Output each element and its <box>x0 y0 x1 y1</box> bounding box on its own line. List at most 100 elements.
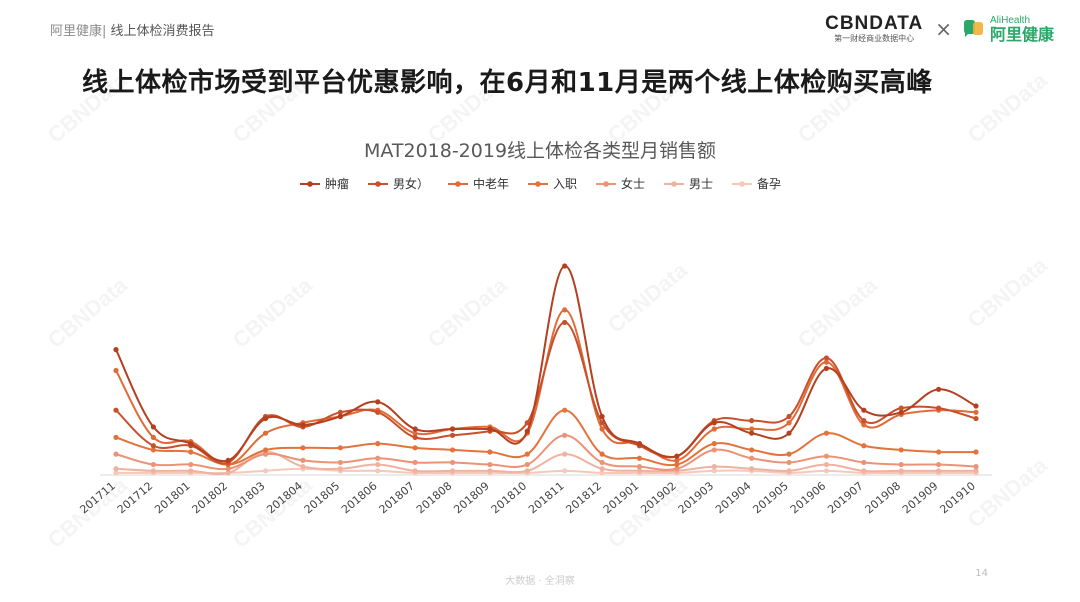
data-point <box>823 430 830 436</box>
data-point <box>300 422 306 428</box>
data-point <box>262 468 269 474</box>
times-icon: × <box>935 17 952 41</box>
data-point <box>188 441 194 447</box>
x-tick-label: 201903 <box>676 479 717 516</box>
data-point <box>300 464 306 470</box>
data-point <box>674 466 680 472</box>
x-tick-label: 201808 <box>414 479 455 516</box>
data-point <box>711 447 717 453</box>
data-point <box>449 426 456 432</box>
chart-title: MAT2018-2019线上体检各类型月销售额 <box>363 140 717 162</box>
x-tick-label: 201910 <box>937 479 978 516</box>
data-point <box>113 367 119 374</box>
data-point <box>113 347 119 353</box>
data-point <box>786 459 792 466</box>
page-number: 14 <box>975 568 988 579</box>
legend-item: 肿瘤 <box>299 175 349 192</box>
x-tick-label: 201812 <box>563 479 604 516</box>
legend-swatch-icon <box>299 180 320 187</box>
data-point <box>823 365 830 372</box>
data-point <box>150 443 156 449</box>
data-point <box>599 470 605 476</box>
x-tick-label: 201906 <box>788 479 829 516</box>
data-point <box>936 449 942 455</box>
data-point <box>412 445 418 451</box>
legend-item: 入职 <box>527 175 577 192</box>
data-point <box>749 447 755 453</box>
data-point <box>936 468 942 474</box>
data-point <box>898 461 904 468</box>
data-point <box>150 461 156 468</box>
data-point <box>188 449 194 455</box>
data-point <box>188 468 194 474</box>
data-point <box>786 420 792 426</box>
data-point <box>711 464 717 470</box>
legend-item: 男女） <box>367 175 429 192</box>
data-point <box>898 409 904 415</box>
alihealth-en-text: AliHealth <box>989 14 1031 26</box>
data-point <box>412 459 418 466</box>
legend-label: 肿瘤 <box>324 177 349 191</box>
data-point <box>898 405 904 411</box>
data-point <box>524 420 530 426</box>
data-point <box>973 468 979 474</box>
legend-label: 男女） <box>392 177 429 191</box>
data-point <box>599 459 605 466</box>
cbndata-logo: CBNDATA 第一财经商业数据中心 <box>825 14 923 44</box>
data-point <box>562 451 568 457</box>
data-point <box>562 407 568 413</box>
data-point <box>113 434 119 440</box>
data-point <box>262 447 269 453</box>
data-point <box>898 447 904 453</box>
x-tick-label: 201909 <box>900 479 941 516</box>
data-point <box>973 415 979 422</box>
data-point <box>524 451 530 457</box>
series-line-5 <box>115 451 976 476</box>
data-point <box>150 447 156 453</box>
chart-legend: 肿瘤 男女） 中老年 入职 女士 男士 备孕 <box>0 175 1080 192</box>
legend-label: 中老年 <box>472 177 509 191</box>
data-point <box>449 468 456 474</box>
data-point <box>113 451 119 457</box>
data-point <box>936 405 942 411</box>
data-point <box>861 422 867 428</box>
data-point <box>412 430 418 436</box>
alihealth-cn-text: 阿里健康 <box>989 24 1054 44</box>
data-point <box>936 386 942 392</box>
data-point <box>412 426 418 432</box>
series-line-4 <box>115 434 977 471</box>
data-point <box>973 464 979 470</box>
data-point <box>113 470 119 476</box>
data-point <box>711 441 717 447</box>
data-point <box>524 428 530 434</box>
data-point <box>711 468 717 474</box>
report-name: 线上体检消费报告 <box>110 24 215 39</box>
page-headline: 线上体检市场受到平台优惠影响，在6月和11月是两个线上体检购买高峰 <box>82 68 933 98</box>
data-point <box>749 466 755 472</box>
x-tick-label: 201904 <box>713 479 754 516</box>
data-point <box>711 420 717 426</box>
legend-swatch-icon <box>664 180 685 187</box>
data-point <box>337 409 343 415</box>
legend-swatch-icon <box>527 180 548 187</box>
data-point <box>487 426 493 432</box>
data-point <box>375 399 381 405</box>
data-point <box>150 434 156 440</box>
data-point <box>449 459 456 466</box>
x-tick-label: 201804 <box>264 479 305 516</box>
alihealth-mark-icon <box>962 19 984 39</box>
data-point <box>636 468 643 474</box>
legend-swatch-icon <box>447 180 468 187</box>
data-point <box>599 466 605 472</box>
data-point <box>449 432 456 438</box>
data-point <box>449 447 456 453</box>
brand-text: 阿里健康 <box>50 24 103 39</box>
data-point <box>524 468 530 474</box>
report-header: 阿里健康| 线上体检消费报告 <box>50 20 215 39</box>
x-tick-label: 201809 <box>451 479 492 516</box>
data-point <box>861 443 867 449</box>
legend-label: 女士 <box>621 177 646 191</box>
data-point <box>823 468 830 474</box>
data-point <box>861 407 867 413</box>
x-tick-label: 201811 <box>526 479 567 516</box>
